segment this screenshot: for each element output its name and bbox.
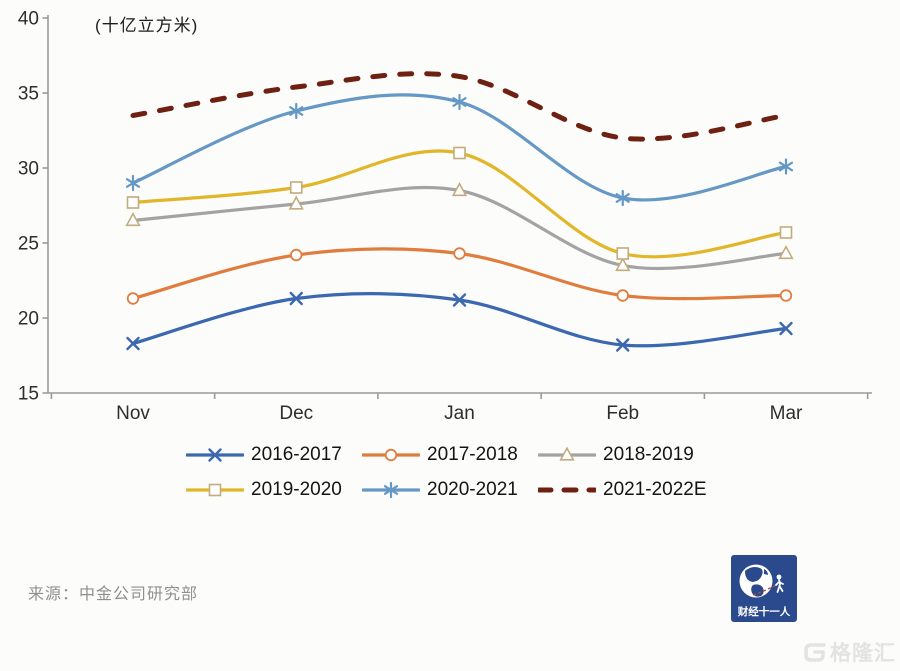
marker-square [779, 226, 793, 239]
y-tick-label: 30 [18, 159, 39, 180]
trail-line [752, 584, 777, 596]
marker-triangle [125, 212, 141, 227]
marker-x [208, 448, 222, 462]
marker-asterisk [289, 102, 304, 120]
marker-triangle [451, 182, 468, 197]
legend-swatch [186, 448, 244, 462]
marker-x [452, 293, 467, 307]
y-tick-label: 25 [18, 234, 39, 255]
marker-asterisk [452, 93, 467, 111]
x-tick-label: Mar [770, 403, 803, 424]
legend-label: 2018-2019 [603, 444, 694, 465]
marker-square [126, 196, 140, 209]
marker-asterisk [615, 189, 630, 207]
marker-circle [290, 248, 303, 262]
marker-circle [126, 292, 140, 305]
marker-square [289, 181, 303, 194]
marker-circle [384, 448, 398, 462]
legend-swatch [186, 483, 244, 497]
marker-asterisk [778, 158, 794, 175]
person-icon [775, 574, 784, 593]
globe-icon [739, 564, 773, 598]
marker-square [208, 483, 222, 497]
y-tick-label: 15 [18, 384, 39, 405]
marker-x [126, 336, 140, 351]
x-tick-label: Feb [606, 403, 639, 424]
x-tick-label: Jan [444, 403, 475, 424]
chart-unit-label: (十亿立方米) [95, 16, 199, 35]
marker-circle [453, 247, 466, 260]
legend-label: 2016-2017 [251, 444, 342, 465]
y-tick-label: 35 [18, 84, 39, 105]
legend-swatch [362, 448, 420, 462]
legend-swatch [538, 487, 596, 493]
marker-triangle [559, 446, 575, 461]
source-note: 来源：中金公司研究部 [28, 586, 199, 603]
y-tick-label: 20 [18, 309, 39, 330]
legend-item-2020-2021: 2020-2021 [362, 476, 538, 504]
logo-text: 财经十一人 [737, 605, 791, 618]
legend-swatch [362, 481, 420, 499]
legend-label: 2019-2020 [251, 479, 342, 500]
legend-swatch [538, 446, 596, 461]
marker-triangle [288, 195, 304, 210]
marker-x [616, 338, 630, 352]
marker-square [616, 247, 630, 260]
publisher-logo: 财经十一人 [731, 555, 797, 622]
legend-label: 2020-2021 [427, 479, 518, 500]
x-tick-label: Dec [279, 403, 313, 424]
legend-label: 2017-2018 [427, 444, 518, 465]
legend-label: 2021-2022E [603, 479, 707, 500]
series-line-2019-2020 [131, 149, 788, 259]
line-chart: 15 20 25 30 35 40 Nov Dec Jan Feb Mar [18, 9, 872, 424]
chart-legend: 2016-2017 2017-2018 2018-2019 2019-2020 2020… [186, 441, 748, 504]
legend-item-2016-2017: 2016-2017 [186, 441, 362, 469]
x-tick-label: Nov [116, 403, 150, 424]
marker-square [453, 146, 466, 160]
watermark-text: 格隆汇 [830, 642, 896, 665]
marker-circle [779, 289, 793, 302]
legend-item-2021-2022E: 2021-2022E [538, 476, 748, 504]
marker-x [779, 321, 793, 336]
marker-triangle [615, 257, 631, 272]
series-line-2021-2022E [130, 71, 789, 142]
legend-item-2017-2018: 2017-2018 [362, 441, 538, 469]
watermark: 格隆汇 [803, 637, 896, 667]
legend-item-2019-2020: 2019-2020 [186, 476, 362, 504]
legend-item-2018-2019: 2018-2019 [538, 441, 748, 469]
marker-triangle [778, 245, 794, 260]
marker-circle [616, 289, 629, 302]
marker-asterisk [383, 481, 399, 499]
marker-x [289, 291, 303, 306]
y-tick-label: 40 [18, 9, 39, 30]
watermark-g-icon [804, 643, 826, 662]
marker-asterisk [125, 174, 141, 192]
